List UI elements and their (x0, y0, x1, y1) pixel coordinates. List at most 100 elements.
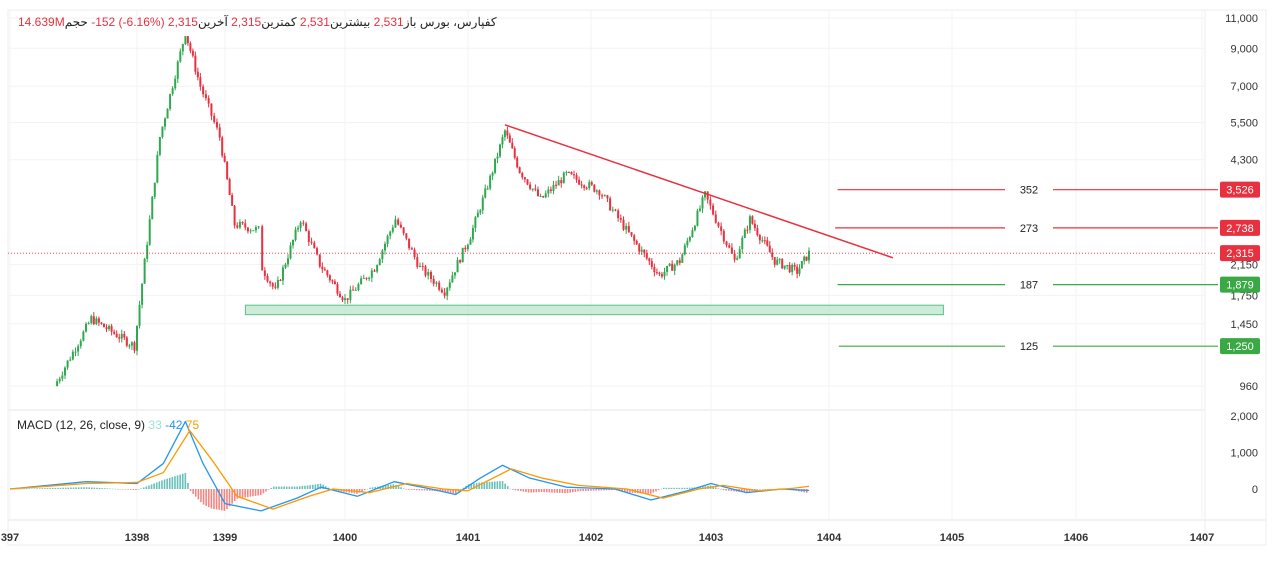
macd-histogram-bar (249, 489, 252, 497)
macd-histogram-bar (699, 487, 701, 489)
level-label: 273 (1020, 223, 1038, 235)
y-tick-label: 11,000 (1225, 13, 1258, 25)
candle-body (133, 342, 136, 351)
macd-histogram-bar (64, 487, 67, 489)
macd-histogram-bar (140, 488, 142, 489)
candle-body (370, 270, 373, 278)
macd-histogram-bar (288, 486, 291, 489)
price-tag-label: 2,738 (1226, 223, 1254, 235)
macd-histogram-bar (244, 489, 246, 498)
macd-histogram-bar (101, 488, 103, 489)
macd-histogram-bar (382, 485, 384, 489)
candle-body (402, 227, 405, 234)
candle-body (486, 188, 489, 190)
macd-histogram-bar (135, 489, 137, 491)
macd-histogram-bar (558, 489, 561, 493)
macd-histogram-bar (150, 484, 153, 489)
macd-histogram-bar (241, 489, 244, 498)
macd-histogram-bar (504, 483, 506, 489)
candle-body (136, 325, 139, 351)
candle-body (635, 240, 638, 245)
candle-body (326, 270, 329, 276)
candle-body (244, 223, 247, 228)
candle-body (516, 157, 519, 168)
candle-body (221, 137, 224, 156)
macd-histogram-bar (280, 486, 283, 489)
macd-histogram-bar (452, 489, 454, 494)
open-value: 2,531 (373, 15, 404, 29)
candle-body (536, 189, 539, 197)
candle-body (176, 61, 179, 79)
x-tick-label: 1401 (456, 532, 480, 544)
macd-histogram-bar (142, 487, 145, 489)
macd-histogram-bar (210, 489, 213, 509)
symbol-legend: کفپارس، بورس باز2,531 بیشترین2,531 کمتری… (18, 15, 497, 29)
candle-body (653, 267, 656, 273)
macd-histogram-bar (590, 489, 592, 491)
candle-body (71, 351, 74, 360)
macd-histogram-bar (467, 484, 470, 489)
candle-body (100, 322, 103, 324)
candle-body (803, 256, 806, 262)
candle-body (141, 283, 144, 305)
candle-body (215, 121, 218, 128)
macd-histogram-bar (116, 488, 119, 490)
candle-body (354, 289, 357, 291)
candle-body (658, 272, 661, 275)
candle-body (252, 230, 255, 232)
macd-histogram-bar (743, 489, 746, 493)
candle-body (567, 171, 570, 173)
macd-histogram-bar (262, 489, 265, 494)
macd-histogram-bar (535, 489, 538, 493)
candle-body (381, 250, 384, 260)
macd-y-tick-label: 2,000 (1230, 411, 1258, 423)
candle-body (249, 230, 252, 232)
macd-histogram-bar (488, 481, 491, 489)
macd-histogram-bar (480, 482, 483, 489)
candle-body (714, 214, 717, 223)
level-label: 125 (1020, 341, 1038, 353)
macd-histogram-bar (652, 489, 655, 493)
candle-body (781, 259, 784, 269)
price-tag (1220, 219, 1260, 236)
candle-body (254, 227, 257, 231)
macd-histogram-bar (90, 487, 93, 489)
macd-histogram-bar (192, 489, 194, 494)
candle-body (464, 247, 467, 250)
candle-body (58, 378, 61, 382)
macd-histogram-bar (231, 489, 233, 504)
macd-histogram-bar (239, 489, 241, 499)
macd-histogram-bar (374, 486, 376, 489)
candle-body (432, 278, 435, 284)
macd-histogram-bar (486, 482, 488, 489)
y-tick-label: 9,000 (1230, 43, 1258, 55)
candle-body (279, 279, 282, 281)
candle-body (640, 249, 643, 252)
x-tick-label: 1405 (940, 532, 964, 544)
candle-body (158, 137, 161, 155)
candle-body (310, 241, 313, 243)
macd-histogram-bar (197, 489, 200, 500)
candle-body (226, 161, 229, 180)
candle-body (391, 227, 394, 232)
macd-histogram-bar (421, 489, 423, 491)
price-tag-label: 3,526 (1226, 185, 1254, 197)
candle-body (210, 103, 213, 116)
x-tick-label: 1399 (213, 532, 237, 544)
candle-body (360, 278, 363, 285)
candle-body (788, 265, 791, 273)
candle-body (77, 346, 80, 352)
macd-histogram-bar (106, 488, 109, 489)
macd-histogram-bar (655, 489, 657, 492)
candle-body (115, 333, 118, 338)
candle-body (529, 184, 532, 189)
candle-body (274, 286, 277, 288)
change-value: -152 (-6.16%) (91, 15, 165, 29)
macd-histogram-bar (756, 489, 759, 490)
macd-histogram-bar (733, 489, 735, 492)
candle-body (446, 287, 449, 296)
macd-histogram-bar (145, 486, 148, 489)
macd-histogram-bar (62, 487, 64, 489)
macd-histogram-bar (119, 489, 122, 490)
